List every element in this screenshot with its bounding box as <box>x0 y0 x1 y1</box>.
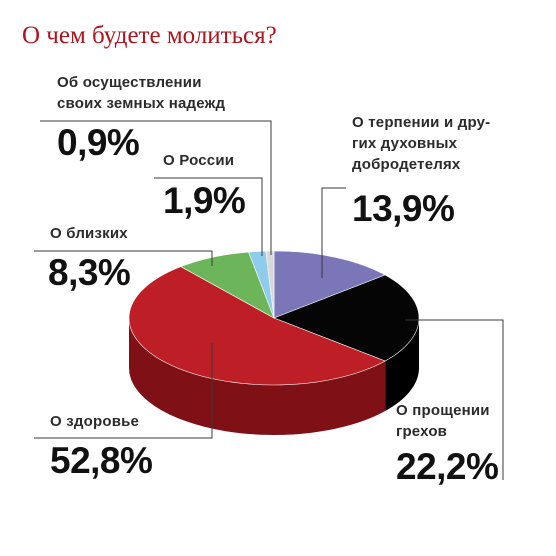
slice-side-health <box>129 318 386 435</box>
leader-line-sins <box>405 319 504 480</box>
slice-sins <box>273 274 420 362</box>
slice-label-health: О здоровье <box>50 413 140 430</box>
slice-label-russia: О России <box>163 152 235 169</box>
slice-label-relatives: О близких <box>50 225 128 242</box>
slice-label-virtues: О терпении и дру-гих духовных добродетеля… <box>352 114 491 173</box>
slice-value-health: 52,8% <box>50 440 153 481</box>
leader-line-virtues <box>321 187 346 278</box>
slice-virtues <box>273 250 386 319</box>
slice-label-sins: О прощении грехов <box>396 402 490 440</box>
slice-label-hopes: Об осуществлении своих земных надежд <box>57 74 226 112</box>
leader-line-health <box>34 343 213 439</box>
slice-value-sins: 22,2% <box>396 446 499 487</box>
chart-title: О чем будете молиться? <box>22 22 277 49</box>
slice-hopes <box>265 250 275 319</box>
slice-value-relatives: 8,3% <box>48 252 131 293</box>
leader-line-russia <box>154 177 263 256</box>
slice-health <box>128 266 386 386</box>
leader-line-hopes <box>40 120 272 255</box>
slice-value-russia: 1,9% <box>163 180 246 221</box>
leader-line-relatives <box>34 250 213 266</box>
slice-value-virtues: 13,9% <box>352 188 455 229</box>
slice-value-hopes: 0,9% <box>57 122 140 163</box>
